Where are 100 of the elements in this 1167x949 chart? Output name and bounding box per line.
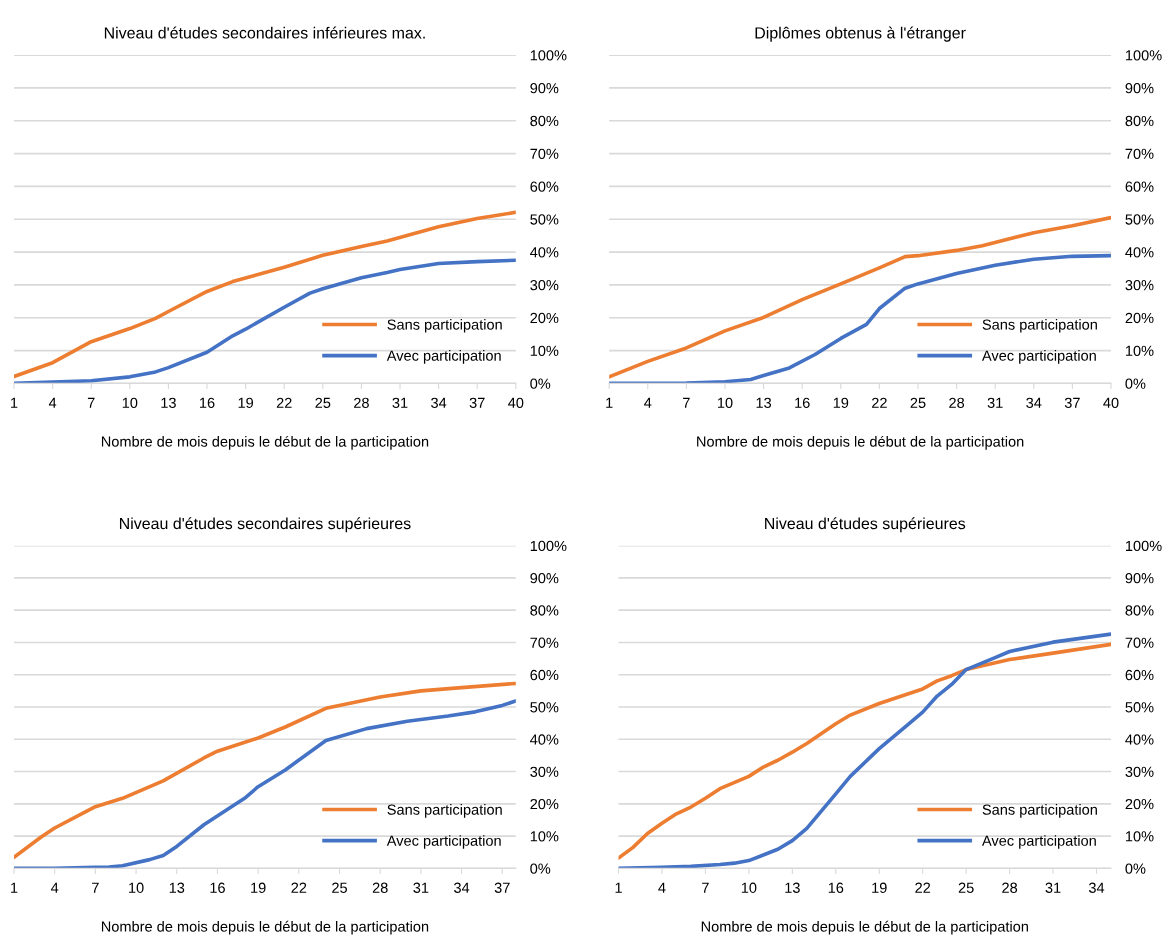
y-tick-label: 80% <box>1125 115 1154 127</box>
x-tick-label: 16 <box>828 882 844 893</box>
y-tick-label: 80% <box>530 115 559 127</box>
y-tick-label: 30% <box>530 279 559 291</box>
y-tick-label: 50% <box>1125 702 1154 713</box>
legend-label: Sans participation <box>982 804 1097 818</box>
legend-label: Sans participation <box>387 804 502 818</box>
y-tick-label: 30% <box>530 766 559 777</box>
y-tick-label: 30% <box>1125 766 1154 777</box>
y-tick-label: 90% <box>530 573 559 584</box>
legend-label: Sans participation <box>387 319 502 333</box>
x-tick-label: 28 <box>372 882 388 893</box>
y-tick-label: 100% <box>1125 540 1162 552</box>
x-tick-label: 28 <box>949 397 965 408</box>
legend-label: Avec participation <box>981 835 1096 849</box>
x-tick-label: 10 <box>741 882 757 893</box>
y-tick-label: 70% <box>530 148 559 159</box>
x-tick-label: 31 <box>987 397 1003 408</box>
y-tick-label: 20% <box>1125 312 1154 324</box>
y-tick-label: 90% <box>1125 573 1154 584</box>
x-axis-title: Nombre de mois depuis le début de la participation <box>697 435 1024 450</box>
y-tick-label: 40% <box>530 247 559 258</box>
x-tick-label: 19 <box>833 397 849 408</box>
x-axis-title: Nombre de mois depuis le début de la participation <box>701 920 1028 935</box>
x-tick-label: 31 <box>413 882 429 893</box>
x-tick-label: 40 <box>1103 397 1119 408</box>
y-tick-label: 0% <box>530 378 551 389</box>
x-tick-label: 16 <box>200 397 215 408</box>
x-tick-label: 28 <box>354 397 369 408</box>
y-tick-label: 100% <box>530 540 567 552</box>
x-tick-label: 19 <box>251 882 266 893</box>
x-tick-label: 10 <box>129 882 144 893</box>
x-tick-label: 4 <box>644 397 652 408</box>
x-tick-label: 31 <box>1045 882 1061 893</box>
x-tick-label: 28 <box>1002 882 1018 893</box>
x-tick-label: 40 <box>508 397 524 408</box>
x-tick-label: 34 <box>454 882 470 893</box>
chart-title: Diplômes obtenus à l'étranger <box>755 26 966 42</box>
y-tick-label: 70% <box>1125 637 1154 648</box>
x-tick-label: 7 <box>92 882 99 893</box>
y-tick-label: 50% <box>1125 214 1154 225</box>
x-tick-label: 19 <box>238 397 254 408</box>
chart-title: Niveau d'études secondaires supérieures <box>119 517 411 533</box>
x-tick-label: 13 <box>161 397 176 408</box>
x-tick-label: 1 <box>606 397 613 408</box>
x-tick-label: 10 <box>717 397 733 408</box>
x-tick-label: 34 <box>1088 882 1105 893</box>
x-tick-label: 4 <box>658 882 666 893</box>
y-tick-label: 20% <box>1125 798 1154 810</box>
x-tick-label: 34 <box>431 397 447 408</box>
legend-label: Avec participation <box>386 835 501 849</box>
y-tick-label: 30% <box>1125 279 1154 291</box>
x-tick-label: 25 <box>958 882 974 893</box>
y-tick-label: 60% <box>1125 669 1154 681</box>
x-tick-label: 16 <box>210 882 225 893</box>
y-tick-label: 70% <box>1125 148 1154 159</box>
x-tick-label: 34 <box>1026 397 1042 408</box>
chart-title: Niveau d'études supérieures <box>765 517 966 533</box>
line-series <box>609 215 1111 379</box>
x-tick-label: 25 <box>315 397 331 408</box>
x-tick-label: 37 <box>1064 397 1080 408</box>
x-tick-label: 4 <box>50 882 59 893</box>
y-tick-label: 0% <box>1125 863 1146 874</box>
x-axis-title: Nombre de mois depuis le début de la participation <box>101 435 429 450</box>
x-tick-label: 19 <box>872 882 887 893</box>
x-tick-label: 31 <box>392 397 408 408</box>
x-axis-title: Nombre de mois depuis le début de la participation <box>101 920 429 935</box>
x-tick-label: 16 <box>795 397 810 408</box>
x-tick-label: 13 <box>756 397 772 408</box>
legend-label: Avec participation <box>386 350 501 364</box>
x-tick-label: 22 <box>872 397 887 408</box>
y-tick-label: 70% <box>530 637 559 648</box>
y-tick-label: 10% <box>530 345 559 356</box>
y-tick-label: 50% <box>530 702 559 713</box>
line-series <box>14 210 516 379</box>
y-tick-label: 40% <box>530 734 559 745</box>
x-tick-label: 22 <box>915 882 931 893</box>
x-tick-label: 22 <box>291 882 307 893</box>
x-tick-label: 10 <box>122 397 138 408</box>
legend-label: Avec participation <box>981 350 1096 364</box>
y-tick-label: 80% <box>530 605 559 616</box>
x-tick-label: 7 <box>702 882 709 893</box>
x-tick-label: 25 <box>910 397 926 408</box>
y-tick-label: 100% <box>1125 50 1162 61</box>
y-tick-label: 0% <box>1125 378 1146 389</box>
y-tick-label: 10% <box>1125 345 1154 356</box>
y-tick-label: 40% <box>1125 734 1154 745</box>
x-tick-label: 1 <box>11 882 18 893</box>
y-tick-label: 60% <box>530 669 559 681</box>
y-tick-label: 90% <box>530 82 559 94</box>
x-tick-label: 22 <box>276 397 292 408</box>
y-tick-label: 50% <box>530 214 559 225</box>
chart-title: Niveau d'études secondaires inférieures max. <box>104 26 425 39</box>
y-tick-label: 90% <box>1125 82 1154 94</box>
x-tick-label: 25 <box>332 882 347 893</box>
y-tick-label: 60% <box>530 181 559 192</box>
x-tick-label: 37 <box>494 882 510 893</box>
y-tick-label: 10% <box>1125 831 1154 842</box>
y-tick-label: 100% <box>530 50 567 61</box>
y-tick-label: 60% <box>1125 181 1154 192</box>
